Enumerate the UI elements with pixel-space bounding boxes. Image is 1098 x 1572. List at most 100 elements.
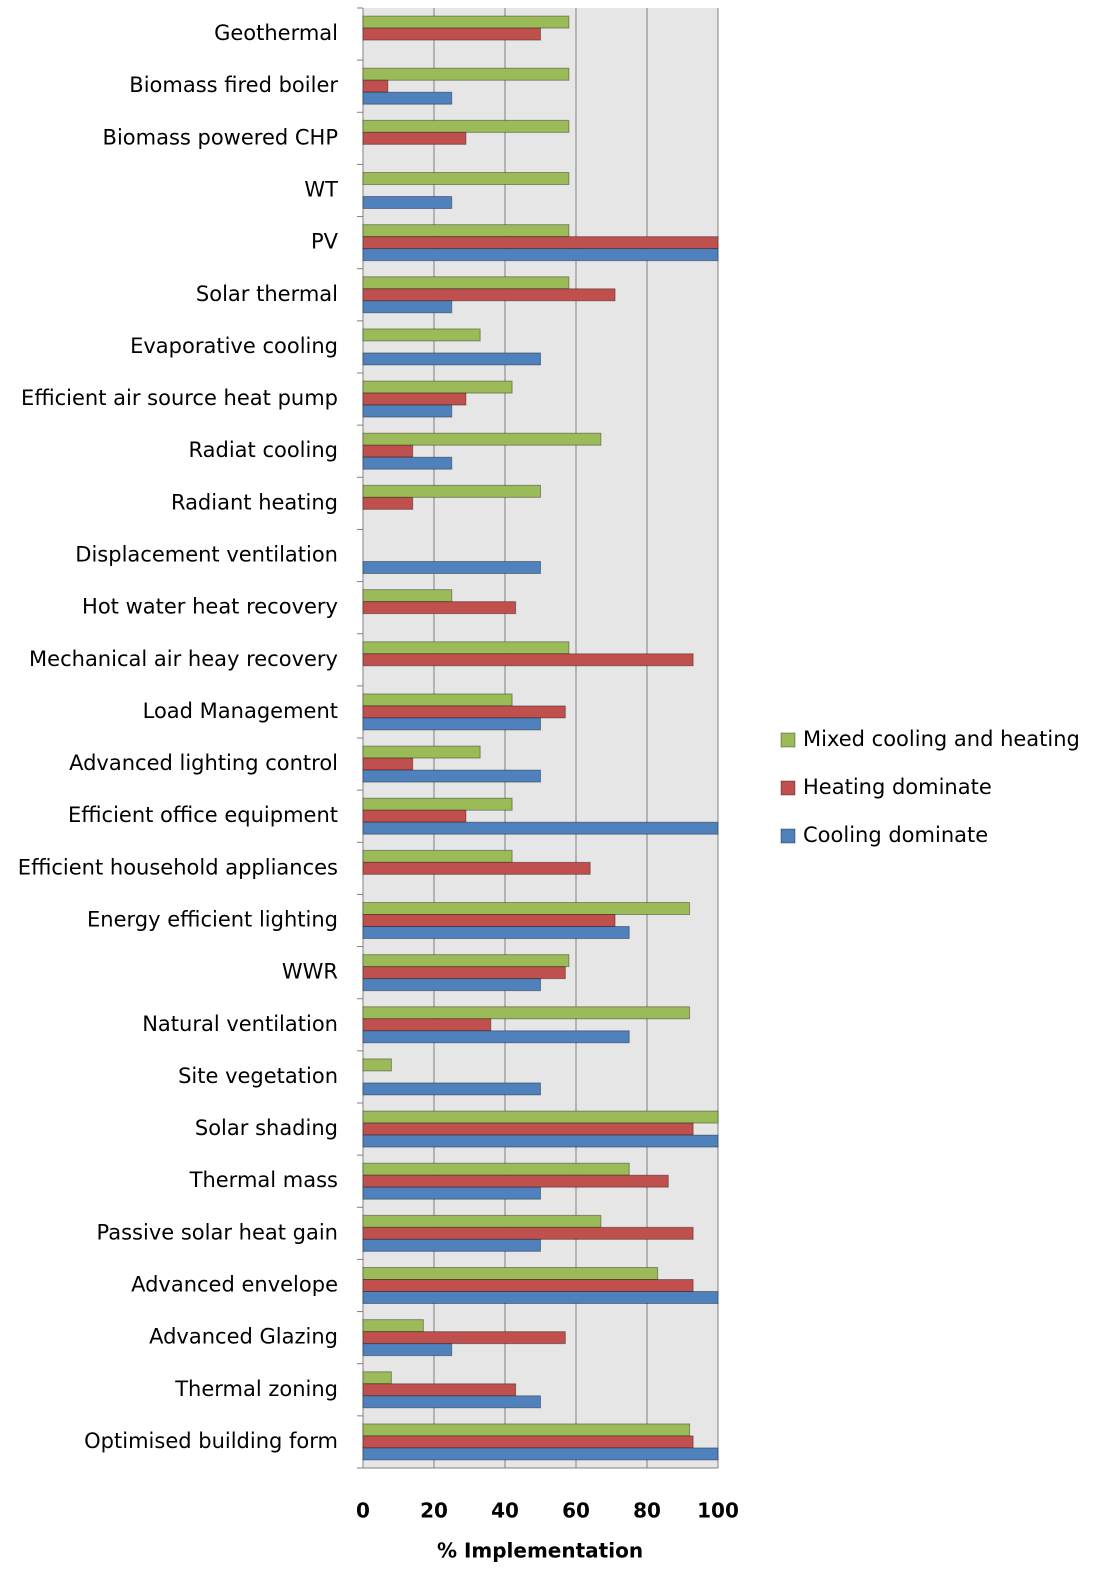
bar [362, 641, 570, 655]
bar [362, 1082, 541, 1096]
legend-label: Heating dominate [803, 775, 992, 799]
bar [362, 1383, 517, 1397]
bar [362, 91, 453, 105]
bar [362, 1186, 541, 1200]
y-tick-label: Radiat cooling [189, 438, 339, 462]
bar [362, 1343, 453, 1357]
bar [362, 276, 570, 290]
y-tick-label: Biomass fired boiler [129, 73, 338, 97]
bar [362, 1291, 719, 1304]
bar [362, 717, 541, 731]
bar [362, 352, 541, 366]
legend-swatch [780, 780, 796, 796]
y-tick-label: WWR [282, 960, 338, 984]
y-tick-label: Natural ventilation [142, 1012, 338, 1036]
bar [362, 1395, 541, 1409]
legend-label: Mixed cooling and heating [803, 727, 1080, 751]
bar [362, 861, 591, 875]
bar [362, 745, 481, 759]
bar [362, 380, 513, 394]
bar [362, 1214, 602, 1228]
bar [362, 693, 513, 707]
bar [362, 15, 570, 29]
bar [362, 444, 414, 458]
bar [362, 248, 719, 262]
y-tick-label: Efficient office equipment [68, 803, 338, 827]
bar [362, 456, 453, 470]
y-tick-label: Advanced lighting control [69, 751, 338, 775]
bar [362, 119, 570, 133]
bar [362, 1279, 694, 1292]
bar [362, 288, 616, 302]
bar [362, 131, 467, 145]
y-tick-label: Energy efficient lighting [87, 908, 338, 932]
bar [362, 1058, 392, 1072]
bar [362, 27, 541, 41]
bar [362, 561, 541, 574]
bar [362, 769, 541, 783]
y-tick-label: Passive solar heat gain [97, 1220, 338, 1244]
bar [362, 809, 467, 823]
y-tick-label: Efficient household appliances [18, 855, 338, 879]
bar [362, 1319, 424, 1333]
legend-label: Cooling dominate [803, 823, 988, 847]
bar [362, 914, 616, 927]
y-tick-label: Solar thermal [196, 282, 338, 306]
bar [362, 821, 719, 835]
y-tick-label: Load Management [143, 699, 338, 723]
bar [362, 797, 513, 811]
legend-swatch [780, 732, 796, 748]
bar [362, 1162, 630, 1176]
y-tick-label: Advanced Glazing [149, 1325, 338, 1349]
bar [362, 1110, 719, 1124]
y-tick-label: Site vegetation [178, 1064, 338, 1088]
bar [362, 196, 453, 209]
y-tick-label: Radiant heating [171, 490, 338, 514]
y-tick-label: Mechanical air heay recovery [29, 647, 338, 671]
bar [362, 1371, 392, 1385]
y-tick-label: Geothermal [214, 21, 338, 45]
bar [362, 432, 602, 446]
y-tick-label: PV [311, 230, 339, 254]
bar [362, 902, 691, 915]
bar [362, 67, 570, 81]
bar [362, 757, 414, 771]
bar [362, 392, 467, 406]
bar [362, 601, 517, 615]
y-tick-label: Hot water heat recovery [82, 595, 338, 619]
x-tick-label: 40 [491, 1499, 519, 1523]
y-tick-label: Solar shading [195, 1116, 338, 1140]
bar [362, 1134, 719, 1148]
bar [362, 300, 453, 314]
y-tick-label: Displacement ventilation [75, 543, 338, 567]
bar [362, 954, 570, 968]
bar [362, 1226, 694, 1240]
y-tick-label: Efficient air source heat pump [21, 386, 338, 410]
bar [362, 1435, 694, 1449]
bar [362, 653, 694, 667]
bar [362, 1006, 691, 1020]
bar [362, 328, 481, 342]
x-tick-label: 100 [697, 1499, 739, 1523]
bar [362, 1174, 669, 1188]
y-tick-label: Evaporative cooling [130, 334, 338, 358]
bar [362, 1238, 541, 1252]
bar [362, 404, 453, 418]
y-tick-label: Advanced envelope [131, 1273, 338, 1297]
y-tick-label: Thermal mass [189, 1168, 338, 1192]
legend-swatch [780, 828, 796, 844]
bar [362, 1267, 659, 1280]
bar [362, 1018, 492, 1032]
bar [362, 849, 513, 863]
bar [362, 926, 630, 939]
x-tick-label: 80 [633, 1499, 661, 1523]
x-tick-label: 60 [562, 1499, 590, 1523]
bar [362, 79, 389, 93]
x-tick-label: 0 [356, 1499, 370, 1523]
bar [362, 224, 570, 238]
bar [362, 496, 414, 510]
bar [362, 705, 566, 719]
x-tick-label: 20 [420, 1499, 448, 1523]
